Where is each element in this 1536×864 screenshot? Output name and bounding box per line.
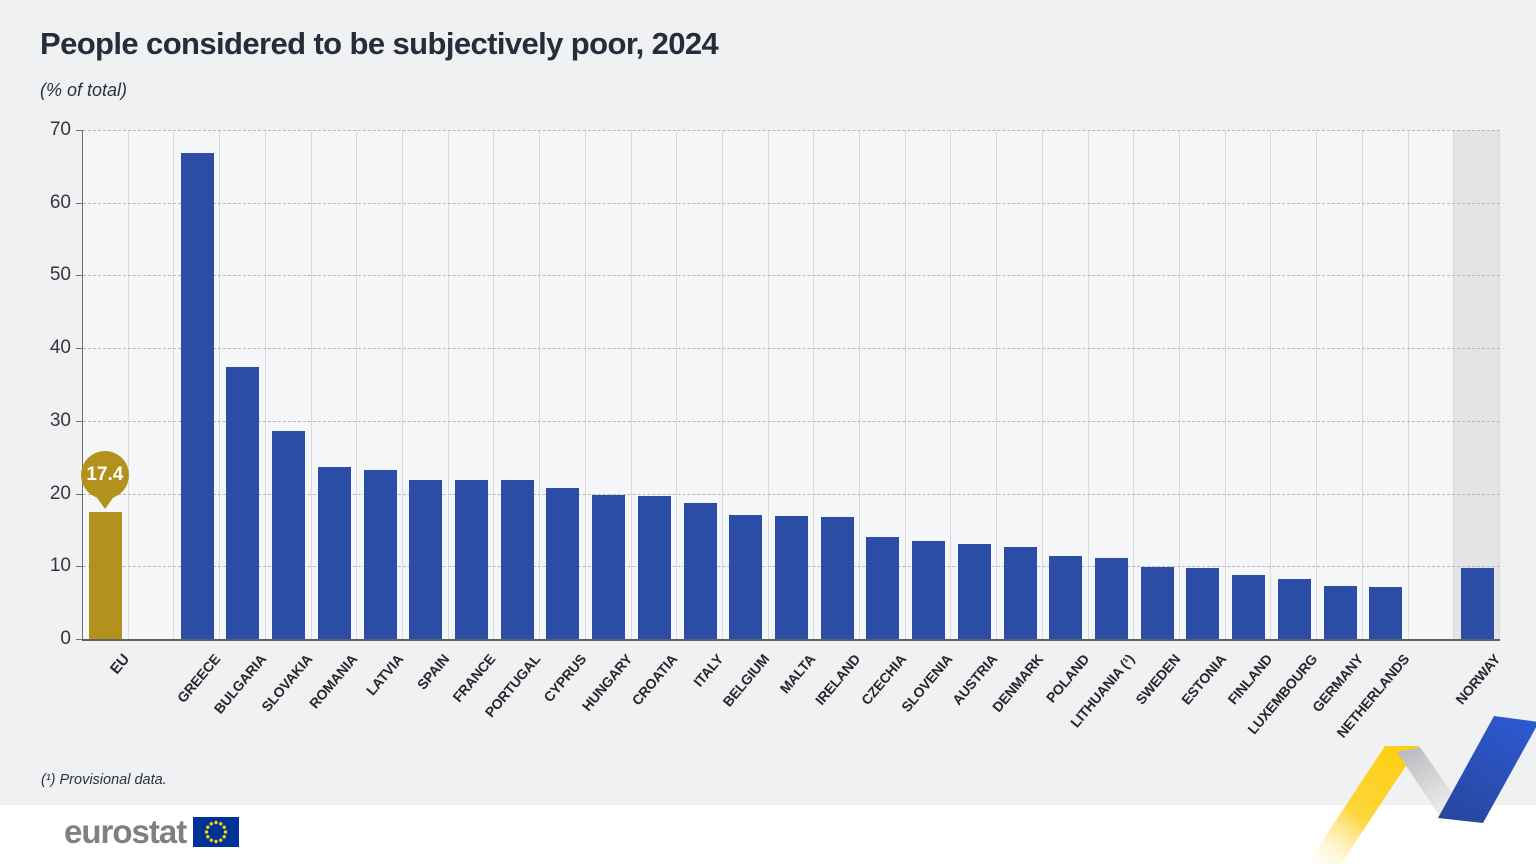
column-separator-line	[584, 130, 586, 639]
bar-romania	[317, 466, 351, 639]
column-separator-line	[493, 130, 495, 639]
footer-strip	[0, 805, 1536, 864]
y-axis-tick-mark	[76, 639, 82, 640]
column-separator-line	[1316, 130, 1318, 639]
column-separator-line	[1453, 130, 1455, 639]
bar-eu	[89, 512, 123, 639]
y-axis-tick-mark	[76, 275, 82, 277]
bar-chart-plot-area: 0 10 20 30 40 50 60 70 EU GREECE BULGARIA SLOVAKIA R…	[50, 119, 1504, 741]
column-separator-line	[1407, 130, 1409, 639]
y-axis-tick-mark	[76, 130, 82, 131]
column-separator-line	[813, 130, 815, 639]
y-axis-tick-mark	[76, 493, 82, 495]
bar-netherlands	[1369, 586, 1403, 639]
bar-finland	[1232, 575, 1266, 639]
column-separator-line	[1224, 130, 1226, 639]
column-separator-line	[630, 130, 632, 639]
page-title: People considered to be subjectively poo…	[40, 26, 719, 61]
y-axis-tick-label-30: 30	[49, 409, 71, 431]
column-separator-line	[1270, 130, 1272, 639]
y-axis-tick-label-0: 0	[60, 628, 71, 649]
column-separator-line	[401, 130, 403, 639]
eu-value-callout: 17.4	[80, 451, 129, 500]
bar-poland	[1049, 556, 1083, 639]
column-separator-line	[950, 130, 952, 639]
bar-sweden	[1140, 567, 1174, 639]
column-separator-line	[356, 130, 358, 639]
column-separator-line	[859, 130, 861, 639]
y-axis-tick-label-40: 40	[49, 337, 71, 359]
bar-croatia	[637, 495, 671, 639]
eu-flag-icon	[193, 816, 240, 847]
bar-lithuania	[1094, 557, 1128, 639]
eurostat-logo: eurostat	[64, 813, 240, 850]
column-separator-line	[447, 130, 449, 639]
y-axis-tick-label-50: 50	[49, 264, 71, 286]
bar-slovenia	[912, 540, 946, 639]
bar-luxembourg	[1277, 578, 1311, 639]
y-axis-tick-label-60: 60	[49, 191, 71, 213]
norway-column-band	[1454, 130, 1500, 639]
bar-slovakia	[272, 431, 306, 639]
gridline-70	[83, 130, 1500, 131]
eurostat-ribbon-decoration	[1307, 716, 1536, 864]
bar-latvia	[363, 469, 397, 639]
column-separator-line	[173, 130, 175, 639]
y-axis-tick-mark	[76, 202, 82, 204]
column-separator-line	[996, 130, 998, 639]
bar-greece	[180, 153, 214, 639]
bar-hungary	[592, 495, 626, 639]
bar-france	[455, 480, 489, 639]
footnote-provisional-data: (¹) Provisional data.	[41, 772, 167, 788]
column-separator-line	[1361, 130, 1363, 639]
bar-czechia	[866, 537, 900, 639]
y-axis-tick-label-10: 10	[49, 555, 71, 577]
gridline-50	[83, 275, 1500, 277]
y-axis-tick-mark	[76, 348, 82, 350]
gridline-60	[83, 202, 1500, 204]
gridline-30	[83, 420, 1500, 422]
column-separator-line	[721, 130, 723, 639]
column-separator-line	[1087, 130, 1089, 639]
column-separator-line	[127, 130, 129, 639]
column-separator-line	[1499, 130, 1500, 639]
bar-estonia	[1186, 567, 1220, 639]
bar-germany	[1323, 585, 1357, 639]
column-separator-line	[310, 130, 312, 639]
bar-portugal	[500, 480, 534, 639]
column-separator-line	[1133, 130, 1135, 639]
chart-subtitle: (% of total)	[40, 80, 128, 100]
bar-cyprus	[546, 487, 580, 639]
y-axis-tick-label-70: 70	[49, 119, 71, 140]
y-axis-tick-mark	[76, 420, 82, 422]
bar-ireland	[820, 516, 854, 639]
column-separator-line	[264, 130, 266, 639]
column-separator-line	[219, 130, 221, 639]
bar-denmark	[1003, 547, 1037, 639]
gridline-40	[83, 348, 1500, 350]
bar-spain	[409, 479, 443, 639]
column-separator-line	[1041, 130, 1043, 639]
gridline-20	[83, 493, 1500, 495]
bar-austria	[957, 543, 991, 639]
eu-value-label: 17.4	[86, 464, 124, 486]
bar-norway	[1460, 568, 1494, 639]
column-separator-line	[1179, 130, 1181, 639]
column-separator-line	[539, 130, 541, 639]
bar-italy	[683, 503, 717, 639]
column-separator-line	[676, 130, 678, 639]
bar-malta	[775, 516, 808, 639]
bar-belgium	[729, 515, 763, 639]
y-axis-tick-mark	[76, 566, 82, 568]
bar-bulgaria	[226, 367, 260, 639]
y-axis-tick-label-20: 20	[49, 482, 71, 504]
column-separator-line	[904, 130, 906, 639]
column-separator-line	[767, 130, 769, 639]
eurostat-logo-text: eurostat	[64, 813, 187, 850]
